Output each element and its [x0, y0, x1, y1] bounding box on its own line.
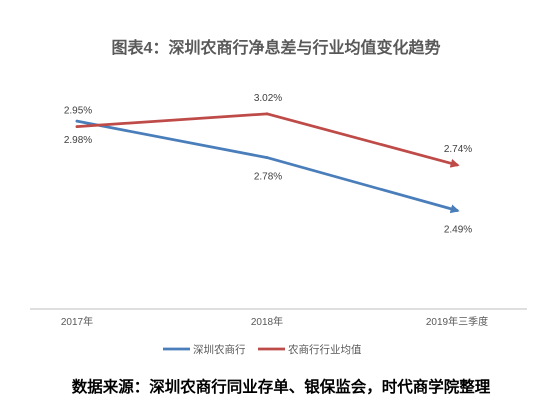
data-label-shenzhen-rcb: 2.78% — [254, 172, 282, 183]
chart-title: 图表4：深圳农商行净息差与行业均值变化趋势 — [112, 38, 441, 57]
series-industry-average: 2.95% 3.02% 2.74% — [64, 93, 472, 168]
legend: 深圳农商行 农商行行业均值 — [163, 343, 362, 356]
data-label-shenzhen-rcb: 2.98% — [64, 135, 92, 146]
series-segment-industry-average — [265, 112, 460, 168]
source-note: 数据来源：深圳农商行同业存单、银保监会，时代商学院整理 — [72, 377, 491, 396]
series-segment-shenzhen-rcb — [265, 156, 460, 214]
data-label-industry-average: 3.02% — [254, 93, 282, 104]
data-label-industry-average: 2.74% — [444, 144, 472, 155]
data-point-shenzhen-rcb — [75, 119, 79, 123]
data-point-industry-average — [265, 112, 269, 116]
data-point-shenzhen-rcb — [265, 156, 269, 160]
data-label-industry-average: 2.95% — [64, 106, 92, 117]
legend-item-industry-average: 农商行行业均值 — [258, 343, 362, 356]
legend-label-shenzhen-rcb: 深圳农商行 — [193, 343, 246, 356]
x-tick-label-2019q3: 2019年三季度 — [426, 315, 488, 328]
data-label-shenzhen-rcb: 2.49% — [444, 225, 472, 236]
data-point-shenzhen-rcb — [455, 209, 459, 212]
legend-item-shenzhen-rcb: 深圳农商行 — [163, 343, 246, 356]
series-segment-industry-average — [75, 112, 269, 128]
series-shenzhen-rcb: 2.98% 2.78% 2.49% — [64, 119, 472, 236]
data-point-industry-average — [75, 125, 79, 128]
plot-area: 2.98% 2.78% 2.49% 2.95% 3.02% 2.74% — [64, 93, 472, 236]
data-point-industry-average — [455, 163, 459, 167]
series-segment-shenzhen-rcb — [75, 119, 269, 159]
x-axis-tick-labels: 2017年 2018年 2019年三季度 — [61, 315, 488, 328]
x-tick-label-2018: 2018年 — [251, 315, 283, 328]
legend-label-industry-average: 农商行行业均值 — [288, 343, 362, 356]
x-tick-label-2017: 2017年 — [61, 315, 93, 328]
